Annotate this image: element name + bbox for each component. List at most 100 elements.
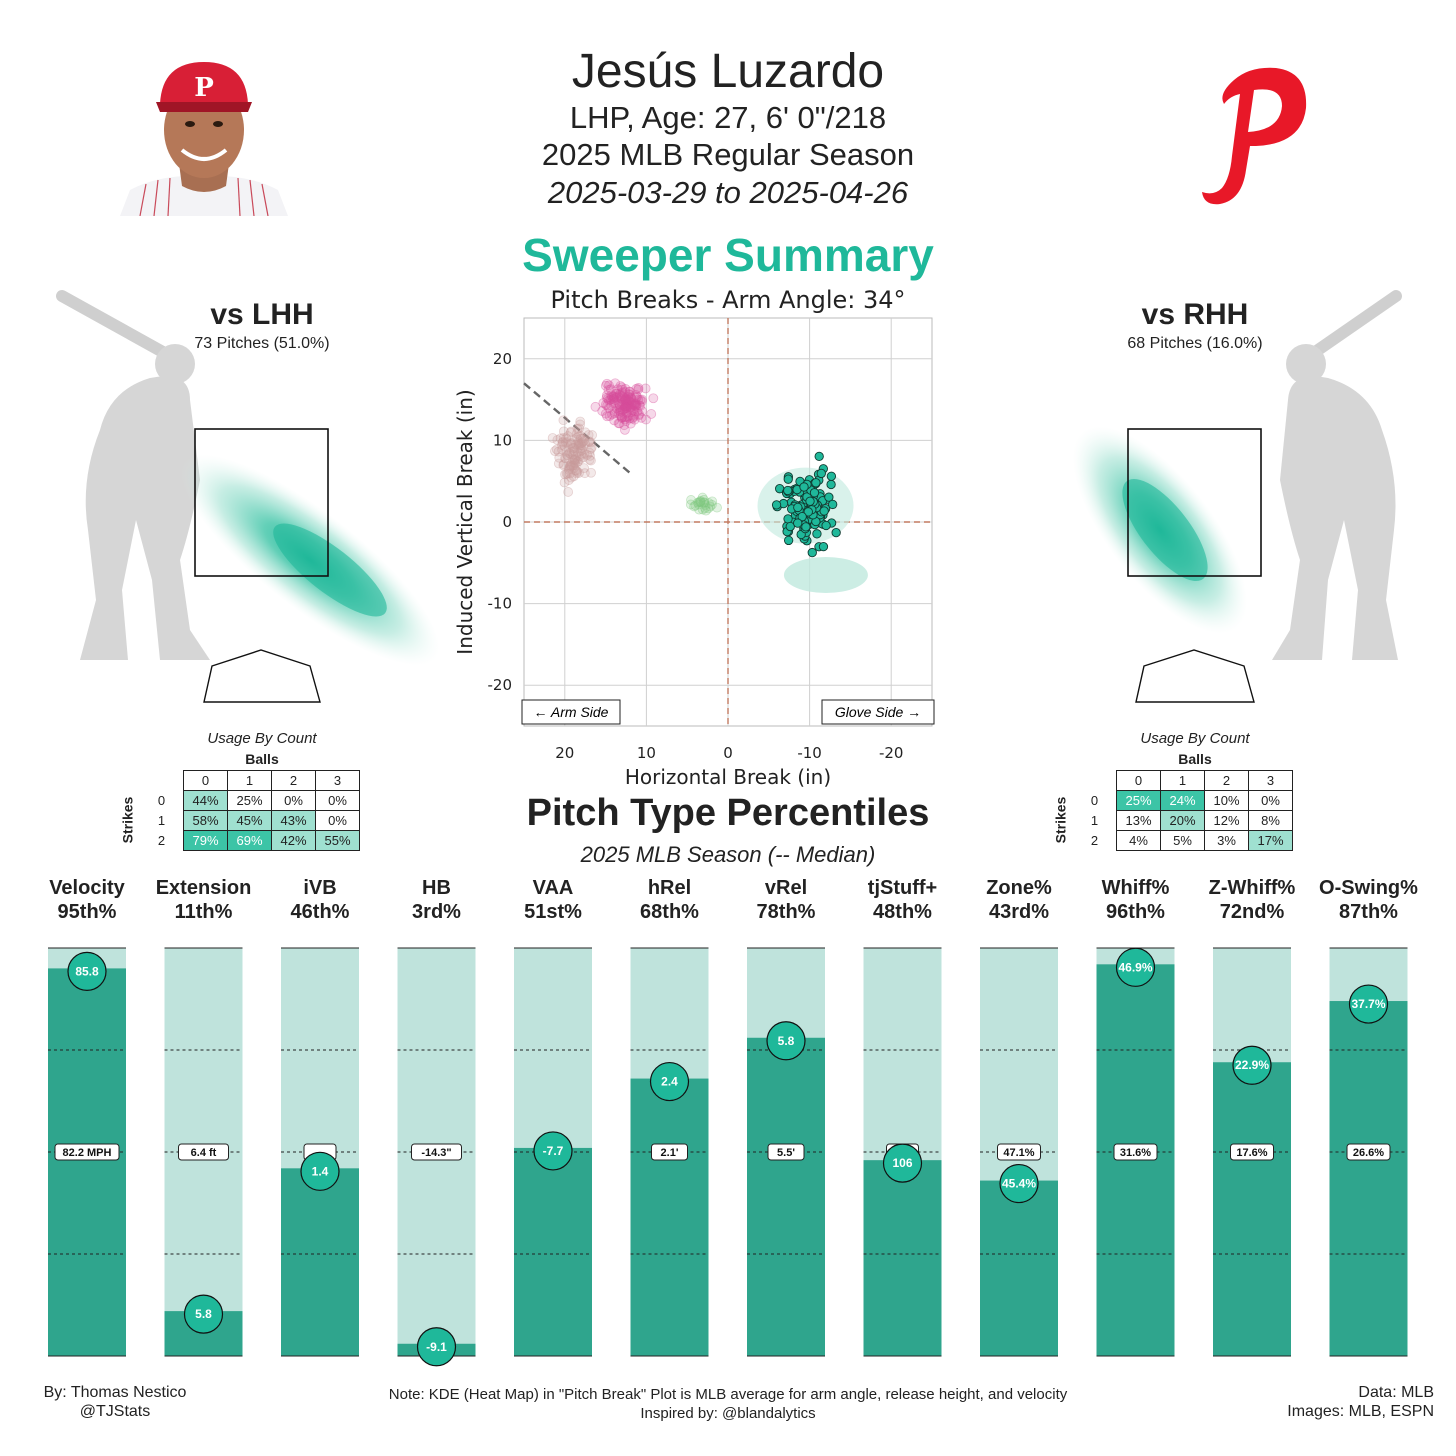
pitch-point xyxy=(634,409,644,420)
pitch-point xyxy=(611,391,622,402)
pitch-point xyxy=(577,433,588,444)
pitch-point xyxy=(583,430,594,440)
pitch-point xyxy=(621,416,632,426)
pitch-point xyxy=(700,500,711,510)
pitch-point xyxy=(633,394,644,405)
pitch-point xyxy=(617,384,628,395)
lhh-strikes-label: Strikes xyxy=(119,796,136,844)
value-label: 5.8 xyxy=(195,1307,212,1321)
pitch-point xyxy=(607,393,618,404)
median-label: 5.5' xyxy=(777,1147,795,1159)
metric-name: tjStuff+ xyxy=(867,877,938,899)
pitch-point xyxy=(609,406,620,417)
pitch-point xyxy=(600,380,611,391)
metric-header: tjStuff+ 48th% xyxy=(845,876,961,924)
lhh-usage-title: Usage By Count xyxy=(207,730,317,747)
pitch-point xyxy=(617,399,628,410)
pitch-point xyxy=(569,457,580,468)
usage-cell: 25% xyxy=(1116,790,1161,811)
strike-count-label: 2 xyxy=(1090,833,1099,848)
pitch-point xyxy=(611,392,622,403)
pitch-point xyxy=(624,389,635,400)
pitch-point xyxy=(619,396,630,407)
percentile-bar-fill xyxy=(281,1168,359,1356)
percentile-bars: 82.2 MPH 85.8 6.4 ft 5.8 1.4 -14.3" -9.1 -7.7 2.… xyxy=(48,947,1408,1367)
pitch-point xyxy=(561,433,572,444)
pitch-point xyxy=(614,399,625,410)
pitch-point xyxy=(629,406,640,416)
pitch-point xyxy=(572,434,583,445)
metric-header: Velocity 95th% xyxy=(29,876,145,924)
median-label: 2.1' xyxy=(661,1147,679,1159)
value-marker xyxy=(882,1143,923,1183)
pitch-point xyxy=(571,428,582,439)
usage-cell: 17% xyxy=(1248,830,1293,851)
table-corner xyxy=(140,771,184,791)
pitch-point xyxy=(604,395,614,406)
pitch-point xyxy=(579,448,590,459)
pitch-point xyxy=(584,447,595,458)
value-marker xyxy=(649,1061,690,1102)
pitch-point xyxy=(574,431,584,442)
pitch-point xyxy=(631,399,642,410)
pitch-point xyxy=(616,413,627,424)
pitch-point xyxy=(567,460,578,471)
rhh-balls-label: Balls xyxy=(1178,751,1212,767)
median-label: -14.3" xyxy=(421,1147,451,1159)
pitch-point xyxy=(623,395,634,406)
pitch-point xyxy=(566,446,577,457)
pitch-point xyxy=(564,464,574,475)
pitch-point xyxy=(580,427,591,438)
x-tick-label: 20 xyxy=(555,744,574,762)
pitch-point xyxy=(565,459,576,470)
pitch-point xyxy=(569,443,580,453)
y-tick-label: 0 xyxy=(502,513,512,531)
metric-percentile: 11th% xyxy=(174,901,233,923)
metric-percentile: 78th% xyxy=(756,901,816,923)
ball-count-header: 2 xyxy=(271,770,316,791)
pitch-point xyxy=(637,396,647,407)
pitch-point xyxy=(625,392,636,403)
rhh-count-table: 0 1 2 3 0 25% 24% 10% 0% 1 13% 20% 12% 8% 2 4% 5% 3% 17% xyxy=(1073,770,1293,851)
sweeper-point xyxy=(785,521,795,532)
metric-name: HB xyxy=(422,877,451,899)
pitch-point xyxy=(572,466,583,477)
pitch-point xyxy=(603,403,614,413)
value-label: 45.4% xyxy=(1002,1177,1036,1191)
footer-note-text: Note: KDE (Heat Map) in "Pitch Break" Pl… xyxy=(388,1386,1068,1403)
pitch-point xyxy=(622,398,632,409)
arm-angle-line xyxy=(523,382,631,474)
pitch-point xyxy=(706,499,717,510)
pitch-point xyxy=(576,443,587,453)
pitch-point xyxy=(553,458,564,469)
pitch-point xyxy=(626,399,637,410)
lhh-count-table: 0 1 2 3 0 44% 25% 0% 0% 1 58% 45% 43% 0% 2 79% 69% 42% 55% xyxy=(140,770,360,851)
strike-zone xyxy=(194,428,329,577)
pitch-point xyxy=(627,405,638,416)
pitch-point xyxy=(616,393,626,403)
sweeper-point xyxy=(807,547,817,558)
pitch-point xyxy=(617,412,628,423)
pitch-point xyxy=(607,391,617,402)
sweeper-point xyxy=(797,512,807,522)
lhh-balls-label: Balls xyxy=(245,751,279,767)
pitch-point xyxy=(577,437,588,448)
metric-percentile: 87th% xyxy=(1339,901,1398,923)
pitch-point xyxy=(569,462,580,473)
pitch-point xyxy=(625,404,636,415)
pitch-point xyxy=(551,444,562,455)
sweeper-point xyxy=(793,518,803,528)
sweeper-point xyxy=(783,535,794,546)
value-marker xyxy=(416,1327,457,1367)
sweeper-point xyxy=(805,496,815,506)
sweeper-point xyxy=(828,499,838,510)
sweeper-point xyxy=(826,471,837,481)
pitch-point xyxy=(613,418,624,429)
pitch-point xyxy=(634,400,645,411)
pitch-point xyxy=(611,403,622,414)
pitch-point xyxy=(618,405,628,415)
pitch-point xyxy=(628,411,639,422)
strike-count-label: 0 xyxy=(1090,793,1099,808)
value-label: 5.8 xyxy=(778,1034,795,1048)
pitch-point xyxy=(568,460,579,471)
